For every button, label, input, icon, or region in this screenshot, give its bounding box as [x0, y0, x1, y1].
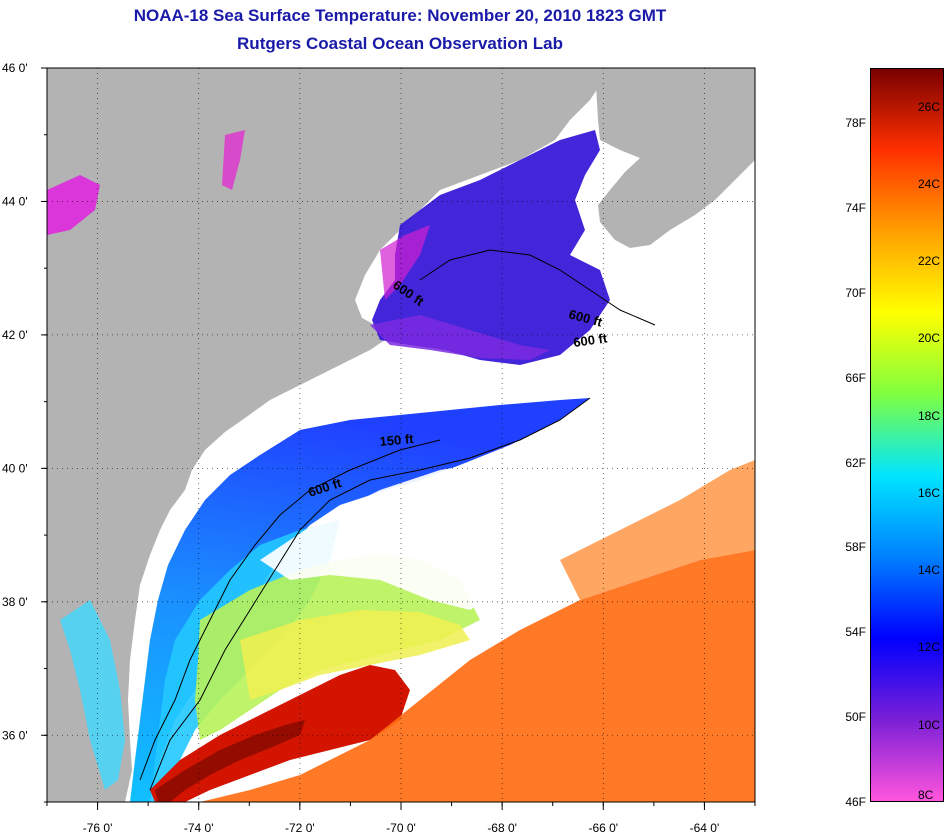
sst-shelf-blue: [130, 398, 590, 802]
sst-magenta-inland: [47, 175, 100, 235]
colorbar-celsius-label: 20C: [918, 331, 941, 346]
page-title: NOAA-18 Sea Surface Temperature: Novembe…: [133, 6, 667, 25]
sst-offshore-orange: [200, 550, 755, 802]
y-tick-label: 46 0': [2, 61, 28, 75]
sst-gulf-of-maine-cold: [372, 130, 610, 365]
colorbar-celsius-label: 22C: [918, 254, 941, 269]
y-tick-label: 42 0': [2, 328, 28, 342]
colorbar-fahrenheit-label: 54F: [845, 625, 866, 640]
y-tick-label: 40 0': [2, 461, 28, 475]
contour-label-150ft: 150 ft: [379, 431, 415, 449]
land-nova-scotia: [595, 68, 755, 248]
page-subtitle: Rutgers Coastal Ocean Observation Lab: [237, 34, 563, 53]
x-tick-label: -76 0': [83, 821, 113, 835]
y-tick-label: 44 0': [2, 194, 28, 208]
sst-offshore-orange-dots: [560, 460, 755, 600]
y-tick-label: 38 0': [2, 595, 28, 609]
x-axis-ticks: -76 0' -74 0' -72 0' -70 0' -68 0' -66 0' -64 …: [46, 802, 756, 835]
sst-slope-yellow: [240, 610, 470, 700]
land-us-east-coast: [47, 68, 600, 802]
colorbar-celsius-label: 12C: [918, 640, 941, 655]
x-tick-label: -64 0': [690, 821, 720, 835]
sst-georges-bank-purple: [370, 315, 550, 360]
colorbar-celsius-label: 14C: [918, 563, 941, 578]
colorbar-fahrenheit-label: 74F: [845, 201, 866, 215]
colorbar-celsius-label: 8C: [918, 788, 934, 802]
sst-magenta-streak: [222, 130, 245, 190]
x-tick-label: -72 0': [285, 821, 315, 835]
colorbar-celsius-label: 10C: [918, 717, 941, 732]
colorbar-celsius-label: 26C: [918, 99, 941, 114]
depth-contour-150ft: [139, 439, 441, 781]
sst-magenta-coast: [380, 225, 430, 300]
depth-contour-600ft-south: [149, 397, 591, 791]
colorbar-fahrenheit-label: 66F: [845, 370, 866, 385]
x-tick-label: -74 0': [184, 821, 214, 835]
x-tick-label: -66 0': [588, 821, 618, 835]
colorbar: [870, 68, 944, 802]
colorbar-fahrenheit-label: 78F: [845, 116, 866, 131]
colorbar-fahrenheit-label: 58F: [845, 540, 866, 555]
x-tick-label: -68 0': [487, 821, 517, 835]
colorbar-fahrenheit-label: 50F: [845, 710, 866, 725]
sst-chesapeake-cyan: [60, 600, 125, 790]
sst-cloud-white: [260, 450, 600, 610]
depth-contour-600ft-gulf: [419, 249, 656, 326]
colorbar-celsius-label: 16C: [918, 485, 941, 500]
colorbar-celsius-label: 18C: [918, 408, 941, 423]
x-tick-label: -70 0': [386, 821, 416, 835]
y-axis-ticks: 46 0' 44 0' 42 0' 40 0' 38 0' 36 0': [2, 61, 47, 803]
sst-gulf-stream-core: [155, 720, 305, 802]
colorbar-fahrenheit-label: 62F: [845, 455, 866, 470]
colorbar-fahrenheit-label: 46F: [845, 795, 866, 809]
colorbar-fahrenheit-label: 70F: [845, 285, 866, 300]
colorbar-celsius-label: 24C: [918, 176, 941, 191]
y-tick-label: 36 0': [2, 728, 28, 742]
contour-label-600ft-3: 600 ft: [572, 330, 608, 350]
